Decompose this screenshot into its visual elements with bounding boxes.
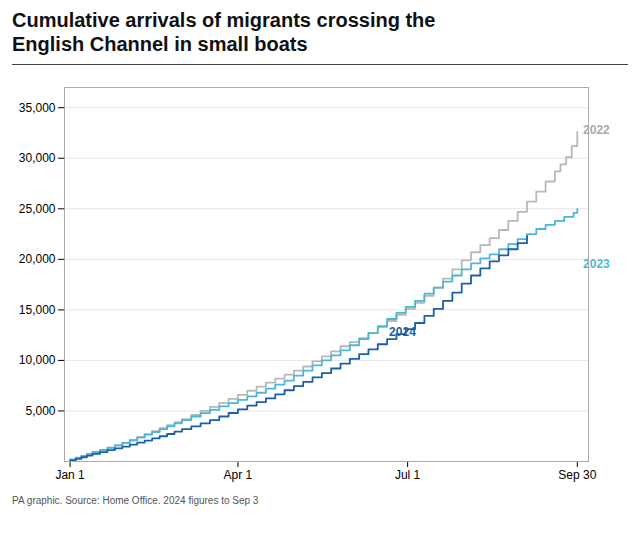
svg-text:10,000: 10,000: [19, 353, 56, 367]
svg-text:30,000: 30,000: [19, 151, 56, 165]
html-text:PA graphic. Source: Home Offic: PA graphic. Source: Home Office. 2024 fi…: [12, 495, 259, 506]
html-text:Cumulative arrivals of migrant: Cumulative arrivals of migrants crossing…: [12, 9, 436, 55]
svg-text:35,000: 35,000: [19, 101, 56, 115]
svg-text:20,000: 20,000: [19, 252, 56, 266]
svg-text:5,000: 5,000: [25, 404, 55, 418]
svg-text:Jan 1: Jan 1: [55, 468, 85, 482]
svg-text:2022: 2022: [583, 123, 610, 137]
svg-text:2023: 2023: [583, 257, 610, 271]
svg-text:Apr 1: Apr 1: [224, 468, 253, 482]
svg-text:15,000: 15,000: [19, 303, 56, 317]
svg-text:25,000: 25,000: [19, 202, 56, 216]
svg-text:Jul 1: Jul 1: [395, 468, 421, 482]
svg-text:Sep 30: Sep 30: [558, 468, 596, 482]
svg-text:2024: 2024: [389, 325, 416, 339]
